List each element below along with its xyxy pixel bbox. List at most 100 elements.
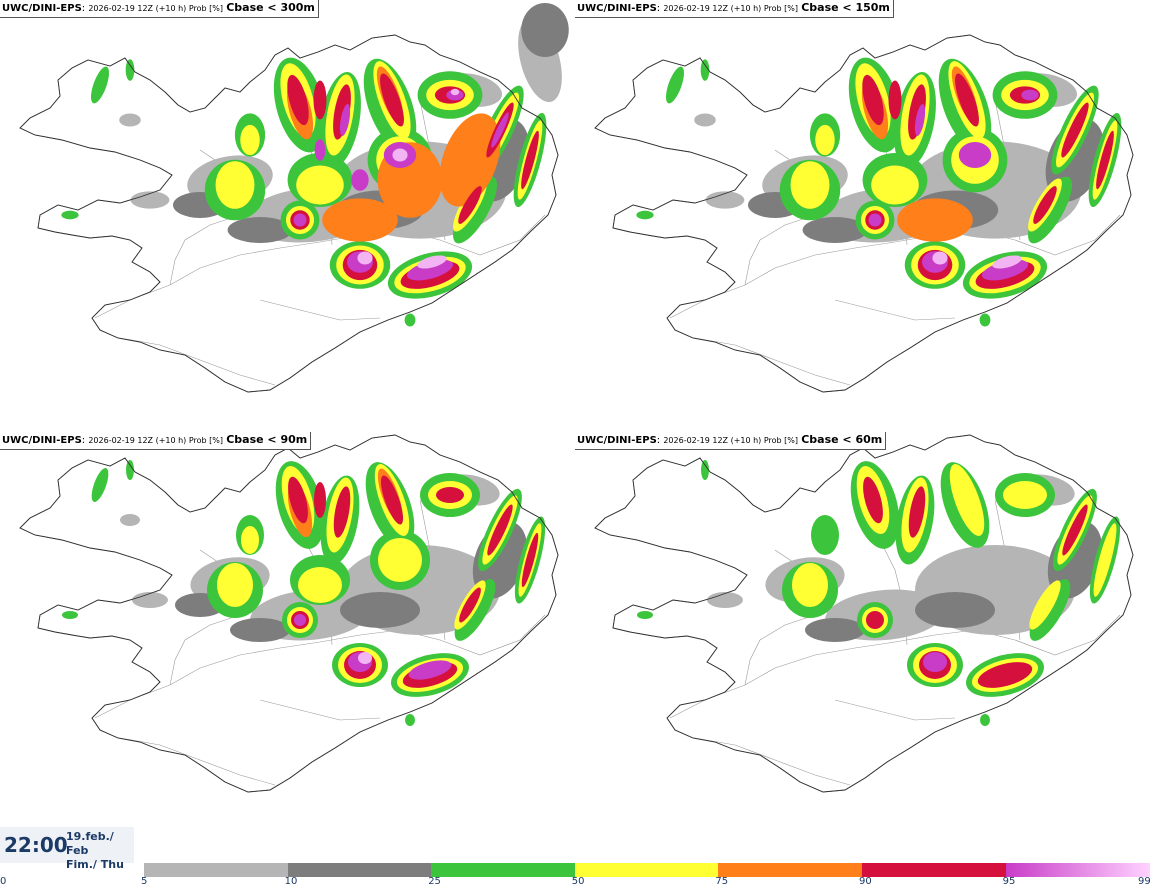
probability-field — [915, 592, 995, 628]
road-line — [119, 737, 276, 786]
probability-field — [521, 532, 539, 588]
probability-field — [408, 660, 452, 680]
road-line — [694, 337, 851, 386]
probability-field — [404, 313, 416, 327]
probability-field — [977, 662, 1033, 688]
probability-field — [293, 213, 307, 227]
probability-field — [417, 255, 447, 269]
panel-title: UWC/DINI-EPS: 2026-02-19 12Z (+10 h) Pro… — [575, 0, 894, 18]
probability-field — [119, 113, 141, 127]
probability-field — [241, 526, 259, 554]
probability-field — [459, 587, 481, 623]
probability-field — [1021, 89, 1039, 101]
probability-field — [862, 74, 884, 126]
probability-field — [914, 104, 926, 136]
probability-field — [805, 618, 865, 642]
probability-field — [227, 217, 293, 243]
probability-field — [908, 84, 926, 140]
probability-field — [1003, 481, 1047, 509]
panel-title: UWC/DINI-EPS: 2026-02-19 12Z (+10 h) Pro… — [0, 0, 319, 18]
probability-field — [333, 84, 351, 140]
probability-field — [392, 148, 408, 162]
probability-field — [130, 191, 170, 209]
probability-field — [333, 486, 351, 538]
probability-field — [288, 476, 308, 524]
coastline-overlay — [19, 434, 559, 793]
probability-field — [897, 198, 973, 242]
probability-field — [888, 80, 902, 120]
probability-field — [923, 652, 947, 672]
probability-field — [339, 104, 351, 136]
colorbar-tick-label: 50 — [571, 876, 585, 887]
probability-field — [949, 464, 985, 536]
probability-field — [91, 467, 109, 503]
probability-field — [378, 538, 422, 582]
road-line — [834, 299, 956, 321]
probability-field — [1062, 504, 1088, 556]
probability-field — [132, 592, 168, 608]
probability-field — [521, 3, 569, 57]
road-line — [694, 737, 851, 786]
probability-field — [815, 124, 835, 156]
probability-field — [314, 482, 326, 518]
date-line-2: Fim./ Thu — [66, 858, 124, 871]
probability-field — [217, 563, 253, 607]
probability-field — [406, 259, 454, 281]
colorbar-segment — [718, 863, 863, 877]
date-line-1: 19.feb./ Feb — [66, 830, 114, 857]
colorbar-segment — [1005, 863, 1150, 877]
iceland-map — [19, 434, 559, 793]
probability-field — [1093, 523, 1117, 597]
valid-date: 19.feb./ Feb Fim./ Thu — [66, 830, 134, 872]
probability-field — [1033, 186, 1057, 224]
probability-field — [908, 486, 926, 538]
iceland-map — [19, 3, 569, 393]
probability-field — [637, 611, 653, 619]
probability-field — [705, 191, 745, 209]
probability-field — [439, 113, 501, 207]
probability-field — [436, 487, 464, 503]
probability-field — [802, 217, 868, 243]
probability-field — [405, 714, 415, 726]
iceland-map — [594, 434, 1134, 793]
probability-field — [314, 139, 326, 161]
probability-field — [240, 124, 260, 156]
probability-field — [358, 652, 372, 664]
probability-field — [981, 259, 1029, 281]
probability-field — [230, 618, 290, 642]
probability-field — [380, 475, 404, 525]
colorbar-segment — [862, 863, 1007, 877]
iceland-map — [594, 34, 1134, 393]
probability-field — [294, 614, 306, 626]
map-panel-300m: UWC/DINI-EPS: 2026-02-19 12Z (+10 h) Pro… — [0, 0, 575, 432]
probability-field — [701, 460, 709, 480]
road-line — [259, 699, 381, 721]
probability-field — [487, 504, 513, 556]
probability-field — [636, 210, 654, 220]
colorbar-segment — [574, 863, 719, 877]
probability-field — [340, 592, 420, 628]
probability-field — [992, 255, 1022, 269]
probability-field — [296, 165, 344, 205]
coastline-overlay — [19, 34, 559, 393]
probability-field — [125, 59, 135, 81]
probability-field — [979, 313, 991, 327]
probability-field — [322, 198, 398, 242]
colorbar-segment — [431, 863, 576, 877]
colorbar-tick-label: 5 — [141, 876, 148, 887]
probability-field — [62, 611, 78, 619]
probability-field — [958, 142, 992, 168]
probability-field — [866, 611, 884, 629]
probability-field — [61, 210, 79, 220]
probability-field — [665, 66, 685, 104]
probability-field — [521, 130, 539, 190]
valid-time: 22:00 — [4, 833, 68, 857]
probability-field — [790, 161, 830, 209]
colorbar-tick-label: 75 — [715, 876, 729, 887]
colorbar-segment — [287, 863, 432, 877]
probability-field — [863, 476, 883, 524]
road-line — [834, 699, 956, 721]
probability-field — [450, 88, 460, 96]
probability-field — [357, 251, 373, 265]
probability-field — [811, 515, 839, 555]
